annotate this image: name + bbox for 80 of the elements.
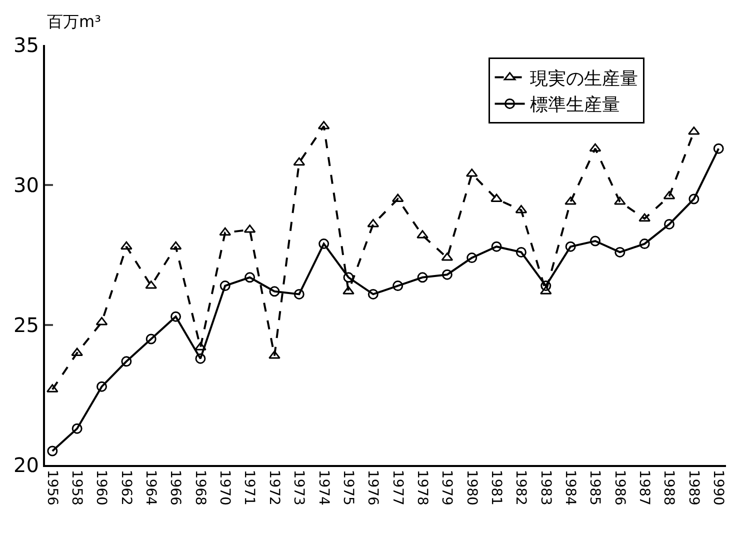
point bbox=[96, 316, 108, 326]
x-tick-label: 1974 bbox=[315, 470, 332, 506]
x-tick-label: 1962 bbox=[118, 470, 134, 506]
x-tick-label: 1958 bbox=[68, 470, 85, 506]
x-tick-label: 1982 bbox=[512, 470, 529, 506]
point bbox=[663, 190, 676, 200]
x-tick-label: 1984 bbox=[562, 470, 578, 506]
x-tick-label: 1978 bbox=[414, 470, 430, 506]
point bbox=[490, 194, 502, 202]
point bbox=[540, 280, 552, 292]
point bbox=[343, 272, 354, 283]
point bbox=[96, 381, 107, 392]
x-tick-label: 1964 bbox=[142, 470, 159, 506]
point bbox=[269, 286, 280, 297]
point bbox=[219, 227, 232, 236]
x-tick-label: 1989 bbox=[685, 470, 702, 506]
x-tick-label: 1972 bbox=[266, 470, 282, 506]
x-tick-label: 1973 bbox=[290, 470, 307, 506]
y-tick-label: 25 bbox=[14, 313, 39, 337]
x-tick-label: 1983 bbox=[537, 470, 554, 506]
x-tick-label: 1990 bbox=[710, 470, 726, 506]
point bbox=[516, 246, 526, 258]
y-tick-label: 20 bbox=[14, 453, 39, 477]
legend-label: 現実の生産量 bbox=[530, 68, 638, 90]
point bbox=[688, 194, 700, 204]
x-tick-label: 1980 bbox=[463, 470, 480, 506]
point bbox=[47, 446, 58, 456]
point bbox=[392, 280, 404, 292]
x-tick-label: 1975 bbox=[340, 470, 356, 506]
x-tick-label: 1979 bbox=[438, 470, 455, 506]
point bbox=[72, 423, 82, 434]
point bbox=[268, 350, 280, 359]
x-tick-label: 1985 bbox=[586, 470, 603, 506]
x-tick-label: 1970 bbox=[216, 470, 233, 506]
point bbox=[194, 342, 206, 350]
point bbox=[442, 269, 452, 280]
point bbox=[294, 288, 304, 300]
point bbox=[515, 204, 528, 214]
y-tick-label: 30 bbox=[14, 173, 39, 197]
x-tick-label: 1960 bbox=[93, 470, 110, 506]
x-tick-label: 1988 bbox=[660, 470, 677, 506]
x-tick-label: 1987 bbox=[636, 470, 652, 506]
legend-label: 標準生産量 bbox=[530, 94, 620, 116]
point bbox=[417, 272, 428, 283]
point bbox=[713, 143, 724, 154]
point bbox=[293, 157, 306, 166]
point bbox=[589, 143, 602, 152]
x-tick-label: 1977 bbox=[389, 470, 406, 506]
point bbox=[342, 286, 354, 294]
point bbox=[416, 230, 428, 238]
point bbox=[318, 120, 330, 130]
point bbox=[466, 252, 478, 264]
y-axis-title: 百万m³ bbox=[47, 12, 101, 31]
x-tick-label: 1966 bbox=[167, 470, 184, 506]
point bbox=[195, 353, 206, 364]
point bbox=[564, 196, 576, 205]
point bbox=[121, 356, 132, 367]
point bbox=[368, 288, 378, 300]
point bbox=[590, 236, 600, 246]
point bbox=[318, 238, 330, 250]
point bbox=[220, 280, 230, 292]
point bbox=[638, 213, 651, 222]
point bbox=[170, 241, 182, 250]
point bbox=[639, 238, 650, 250]
point bbox=[565, 241, 576, 252]
point bbox=[244, 272, 256, 283]
x-tick-label: 1956 bbox=[44, 470, 60, 506]
x-tick-label: 1971 bbox=[241, 470, 258, 506]
point bbox=[120, 241, 132, 250]
point bbox=[614, 246, 626, 258]
point bbox=[170, 311, 182, 322]
point bbox=[146, 334, 156, 344]
x-tick-label: 1981 bbox=[488, 470, 504, 506]
point bbox=[664, 218, 674, 230]
x-tick-label: 1986 bbox=[611, 470, 628, 506]
x-tick-label: 1968 bbox=[192, 470, 208, 506]
point bbox=[491, 241, 502, 252]
point bbox=[367, 218, 380, 228]
y-tick-label: 35 bbox=[14, 33, 39, 57]
x-tick-label: 1976 bbox=[364, 470, 381, 506]
